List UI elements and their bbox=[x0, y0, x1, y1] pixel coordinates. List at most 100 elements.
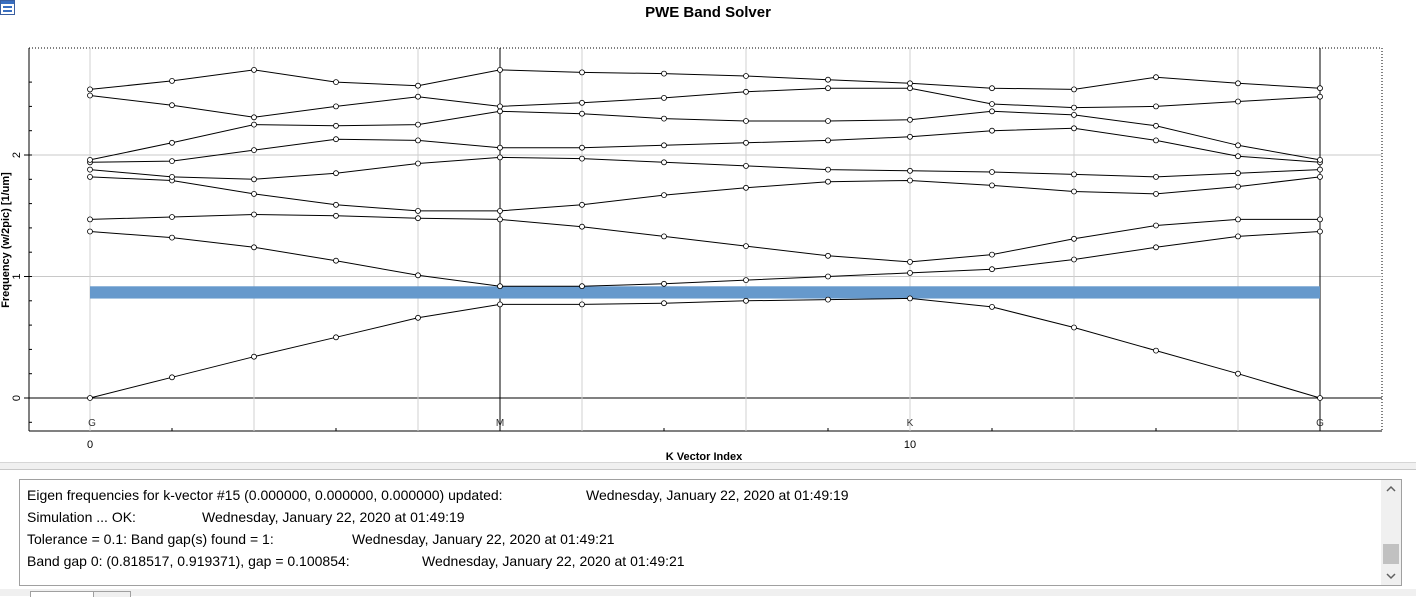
band-point bbox=[825, 296, 831, 303]
log-timestamp: Wednesday, January 22, 2020 at 01:49:21 bbox=[422, 553, 685, 569]
band-point bbox=[251, 67, 257, 73]
band-point bbox=[497, 144, 503, 151]
x-tick-label: 10 bbox=[904, 439, 916, 451]
band-point bbox=[497, 108, 503, 115]
band-point bbox=[333, 212, 339, 219]
log-line: Eigen frequencies for k-vector #15 (0.00… bbox=[27, 484, 1371, 506]
band-point bbox=[251, 211, 257, 218]
symmetry-point-label: G bbox=[1316, 418, 1324, 429]
band-point bbox=[333, 201, 339, 208]
band-line bbox=[89, 69, 1321, 90]
band-point bbox=[415, 137, 421, 144]
band-point bbox=[251, 176, 257, 183]
band-point bbox=[169, 374, 175, 381]
bottom-tab[interactable] bbox=[93, 591, 131, 597]
band-line bbox=[89, 156, 1321, 180]
log-scrollbar[interactable] bbox=[1381, 480, 1401, 585]
band-point bbox=[1235, 216, 1241, 223]
band-point bbox=[333, 334, 339, 341]
band-point bbox=[333, 79, 339, 85]
log-message: Band gap 0: (0.818517, 0.919371), gap = … bbox=[27, 553, 350, 569]
band-point bbox=[579, 155, 585, 162]
log-message: Tolerance = 0.1: Band gap(s) found = 1: bbox=[27, 531, 274, 547]
band-line bbox=[89, 127, 1321, 163]
panel-splitter[interactable] bbox=[0, 462, 1416, 470]
band-point bbox=[1153, 244, 1159, 251]
band-point bbox=[661, 142, 667, 149]
band-point bbox=[87, 173, 93, 180]
band-point bbox=[661, 95, 667, 101]
band-point bbox=[169, 234, 175, 241]
band-point bbox=[825, 137, 831, 144]
band-point bbox=[743, 162, 749, 169]
band-point bbox=[989, 101, 995, 107]
band-point bbox=[989, 266, 995, 273]
band-point bbox=[1235, 170, 1241, 177]
band-point bbox=[743, 88, 749, 95]
band-point bbox=[415, 207, 421, 214]
band-point bbox=[1235, 153, 1241, 160]
band-point bbox=[1317, 173, 1323, 180]
band-point bbox=[1153, 190, 1159, 197]
band-point bbox=[1317, 166, 1323, 173]
band-point bbox=[743, 184, 749, 191]
log-line: Band gap 0: (0.818517, 0.919371), gap = … bbox=[27, 550, 1371, 572]
band-diagram-chart: 0 1 2 G M K G 0 10 K Vector Index Frequency (w/2pi… bbox=[0, 47, 1383, 462]
bottom-tab-strip bbox=[0, 589, 1416, 597]
band-point bbox=[661, 192, 667, 199]
band-point bbox=[415, 82, 421, 89]
band-point bbox=[1071, 112, 1077, 118]
window-app-icon[interactable] bbox=[0, 0, 15, 15]
band-point bbox=[87, 228, 93, 235]
x-tick-label: 0 bbox=[87, 439, 93, 451]
band-point bbox=[1235, 370, 1241, 377]
band-point bbox=[87, 216, 93, 223]
band-point bbox=[989, 169, 995, 175]
y-tick-label: 1 bbox=[11, 273, 23, 279]
band-point bbox=[333, 103, 339, 110]
band-point bbox=[579, 223, 585, 230]
band-point bbox=[579, 99, 585, 106]
band-point bbox=[251, 244, 257, 251]
band-point bbox=[825, 178, 831, 185]
band-point bbox=[333, 122, 339, 129]
band-point bbox=[1235, 98, 1241, 105]
band-point bbox=[169, 158, 175, 165]
band-point bbox=[989, 182, 995, 189]
band-point bbox=[661, 233, 667, 240]
band-point bbox=[743, 118, 749, 124]
log-line: Simulation ... OK: Wednesday, January 22,… bbox=[27, 506, 1371, 528]
message-log[interactable]: Eigen frequencies for k-vector #15 (0.00… bbox=[19, 479, 1402, 586]
scrollbar-thumb[interactable] bbox=[1383, 544, 1399, 564]
band-point bbox=[1317, 395, 1323, 401]
band-point bbox=[87, 86, 93, 93]
band-point bbox=[907, 295, 913, 302]
band-point bbox=[661, 280, 667, 287]
band-point bbox=[1153, 74, 1159, 81]
chevron-up-icon[interactable] bbox=[1381, 480, 1401, 498]
band-point bbox=[87, 92, 93, 99]
log-message: Eigen frequencies for k-vector #15 (0.00… bbox=[27, 487, 503, 503]
bottom-tab[interactable] bbox=[30, 591, 94, 597]
band-point bbox=[1071, 188, 1077, 195]
band-point bbox=[743, 243, 749, 250]
log-message: Simulation ... OK: bbox=[27, 509, 136, 525]
band-point bbox=[1071, 171, 1077, 178]
band-point bbox=[661, 70, 667, 77]
band-gap-region bbox=[90, 286, 1320, 299]
band-point bbox=[169, 78, 175, 84]
chevron-down-icon[interactable] bbox=[1381, 567, 1401, 585]
band-line bbox=[89, 176, 1321, 212]
band-line bbox=[89, 110, 1321, 161]
band-point bbox=[1071, 125, 1077, 132]
symmetry-point-label: K bbox=[907, 418, 914, 429]
log-timestamp: Wednesday, January 22, 2020 at 01:49:19 bbox=[202, 509, 465, 525]
band-point bbox=[1317, 228, 1323, 235]
log-timestamp: Wednesday, January 22, 2020 at 01:49:19 bbox=[586, 487, 849, 503]
band-point bbox=[251, 190, 257, 197]
band-point bbox=[989, 108, 995, 115]
band-point bbox=[907, 177, 913, 184]
band-point bbox=[415, 160, 421, 167]
band-point bbox=[907, 80, 913, 87]
band-point bbox=[743, 277, 749, 284]
